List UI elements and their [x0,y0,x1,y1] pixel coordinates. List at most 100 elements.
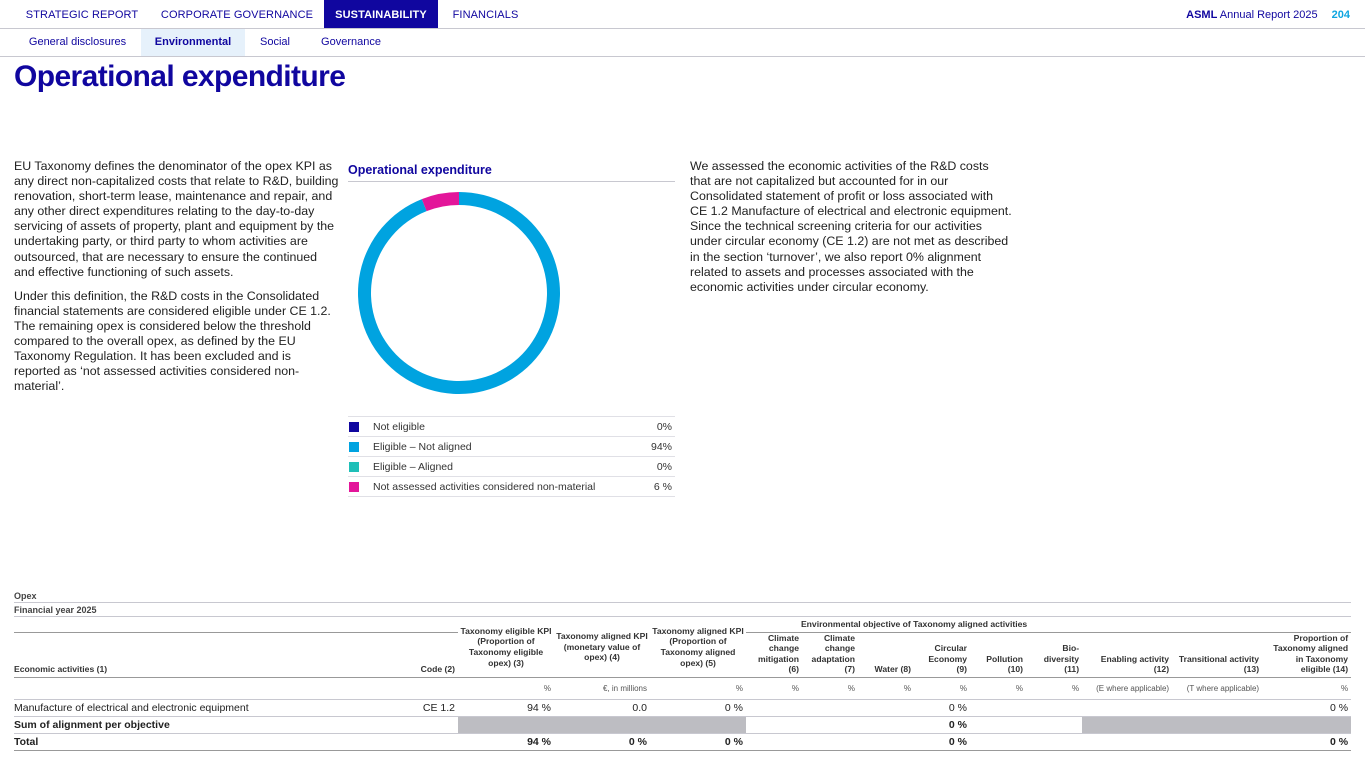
legend-swatch [349,422,359,432]
unit-cell: (T where applicable) [1172,676,1263,700]
col-header: Economic activities (1) [14,664,108,675]
opex-taxonomy-table: Opex Financial year 2025 Taxonomy eligib… [14,590,1352,751]
legend-item: Eligible – Aligned 0% [348,457,675,477]
brand-name: ASML [1186,9,1218,21]
legend-item: Not eligible 0% [348,417,675,437]
table-cell [1026,699,1083,717]
subtab-governance[interactable]: Governance [321,36,381,48]
sub-navigation: General disclosures Environmental Social… [0,29,1365,57]
subtab-social[interactable]: Social [260,36,290,48]
col-header: Climate change adaptation (7) [811,632,855,675]
table-cell: Manufacture of electrical and electronic… [14,699,394,717]
table-cell [1172,699,1263,717]
tab-sustainability[interactable]: SUSTAINABILITY [324,0,438,28]
legend-item: Eligible – Not aligned 94% [348,437,675,457]
legend-label: Not eligible [373,421,425,433]
table-cell [802,733,858,751]
table-cell: 0.0 [554,699,650,717]
legend-label: Eligible – Aligned [373,461,453,473]
table-cell: 0 % [914,699,970,717]
donut-slice-3 [421,192,459,212]
opex-table: Taxonomy eligible KPI (Proportion of Tax… [14,617,1352,751]
top-navigation: STRATEGIC REPORT CORPORATE GOVERNANCE SU… [0,0,1365,29]
table-cell [746,716,802,734]
table-cell [1172,716,1263,734]
opex-donut-chart [358,192,560,394]
unit-cell: % [858,676,914,700]
env-objective-header: Environmental objective of Taxonomy alig… [746,617,1083,633]
unit-cell: % [1262,676,1352,700]
table-cell [1082,716,1173,734]
table-cell [970,716,1026,734]
subtab-environmental[interactable]: Environmental [141,29,245,56]
paragraph-rd-costs: Under this definition, the R&D costs in … [14,288,331,394]
chart-legend: Not eligible 0% Eligible – Not aligned 9… [348,416,675,497]
legend-swatch [349,442,359,452]
table-cell [970,699,1026,717]
page-number: 204 [1331,9,1350,21]
legend-value: 94% [650,441,672,453]
col-header: Code (2) [420,664,455,675]
report-brand: ASML Annual Report 2025 204 [1186,0,1365,28]
table-group-header-row: Taxonomy eligible KPI (Proportion of Tax… [14,617,1352,678]
unit-cell [14,676,394,700]
table-row: Total 94 % 0 % 0 % 0 % 0 % [14,733,1352,751]
table-cell [970,733,1026,751]
table-cell: Total [14,733,394,751]
page-title: Operational expenditure [14,60,346,93]
table-cell: 0 % [1262,699,1352,717]
table-cell: 94 % [458,733,554,751]
unit-cell: % [914,676,970,700]
col-header: Enabling activity (12) [1100,653,1170,675]
right-body-text: We assessed the economic activities of t… [690,159,1012,294]
table-cell [858,716,914,734]
brand-report-title: Annual Report 2025 [1219,9,1318,21]
table-cell [858,733,914,751]
table-cell [554,716,650,734]
unit-cell: % [1026,676,1083,700]
units-row: % €, in millions % % % % % % % (E where … [14,676,1352,700]
table-cell [746,733,802,751]
legend-value: 0% [656,461,672,473]
col-header: Transitional activity (13) [1178,653,1260,675]
unit-cell [394,676,458,700]
legend-swatch [349,462,359,472]
table-cell: 0 % [914,716,970,734]
unit-cell: % [458,676,554,700]
col-header: Taxonomy aligned KPI (Proportion of Taxo… [650,617,746,678]
table-cell: CE 1.2 [394,699,458,717]
left-body-text: EU Taxonomy defines the denominator of t… [14,159,340,403]
table-cell: 0 % [650,699,746,717]
unit-cell: % [650,676,746,700]
col-header: Climate change mitigation (6) [757,632,799,675]
tab-financials[interactable]: FINANCIALS [452,9,519,21]
table-cell [802,716,858,734]
subtab-general-disclosures[interactable]: General disclosures [28,36,127,48]
legend-label: Eligible – Not aligned [373,441,472,453]
table-cell [1082,733,1173,751]
tab-strategic-report[interactable]: STRATEGIC REPORT [25,9,139,21]
col-header: Taxonomy eligible KPI (Proportion of Tax… [458,617,554,678]
legend-value: 0% [656,421,672,433]
donut-slice-1 [358,192,560,394]
table-caption: Opex [14,590,1351,603]
col-header: Pollution (10) [986,653,1023,675]
table-cell: 94 % [458,699,554,717]
legend-label: Not assessed activities considered non-m… [373,481,596,493]
col-header: Bio-diversity (11) [1043,643,1080,675]
table-cell [802,699,858,717]
table-cell: 0 % [1262,733,1352,751]
legend-value: 6 % [653,481,672,493]
table-cell [1262,716,1352,734]
unit-cell: €, in millions [554,676,650,700]
table-cell [858,699,914,717]
table-cell [1026,733,1083,751]
legend-swatch [349,482,359,492]
legend-item: Not assessed activities considered non-m… [348,477,675,497]
table-cell [1172,733,1263,751]
table-header-row: Economic activities (1) Code (2) Climate… [14,632,1351,677]
tab-corporate-governance[interactable]: CORPORATE GOVERNANCE [160,9,314,21]
table-cell [394,716,458,734]
table-cell [458,716,554,734]
col-header: Circular Economy (9) [928,643,967,675]
